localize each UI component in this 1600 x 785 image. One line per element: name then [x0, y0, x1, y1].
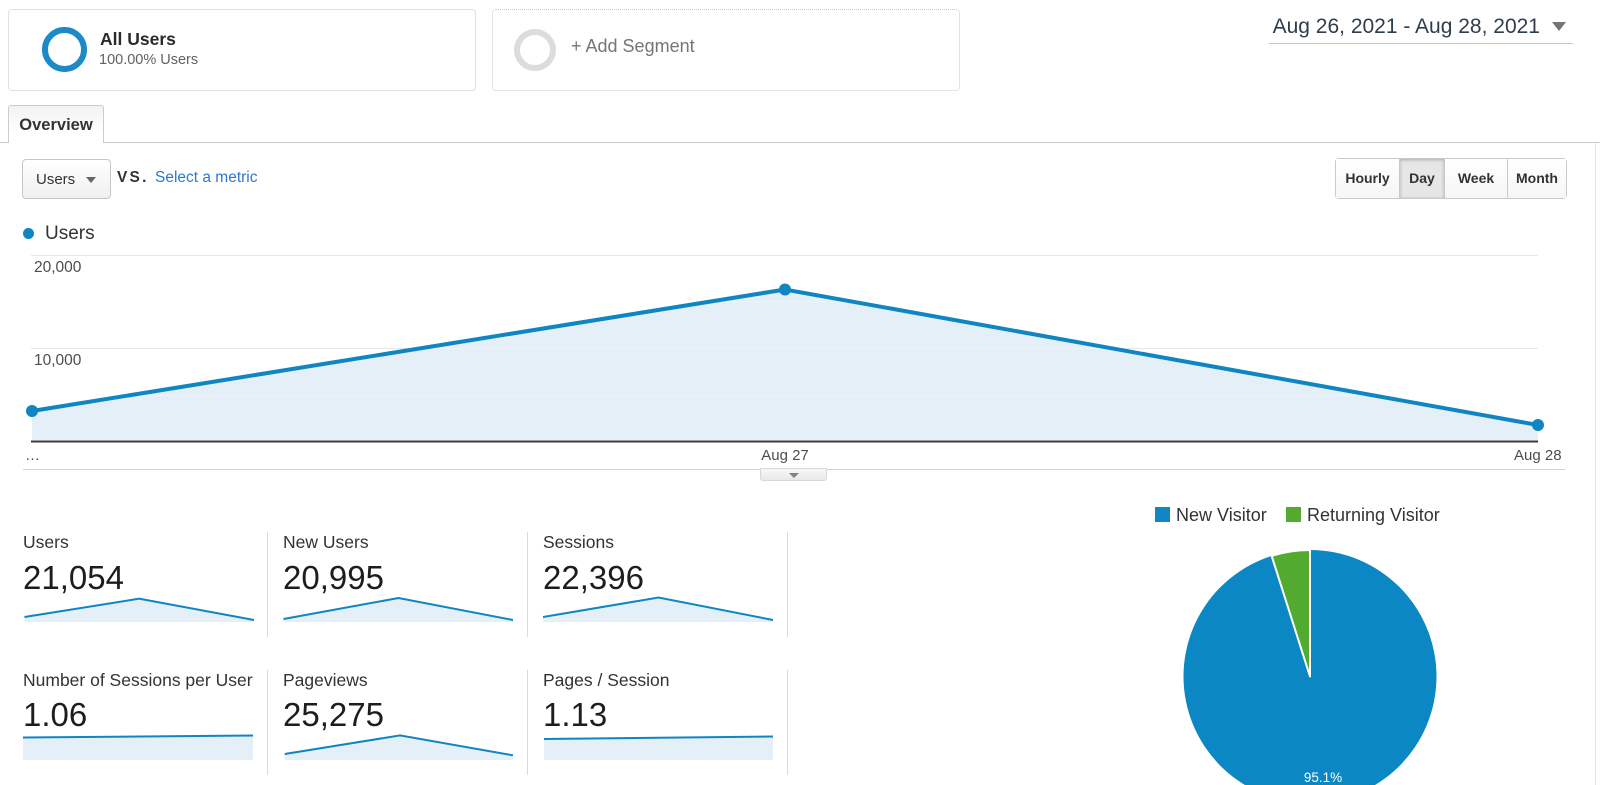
- svg-text:95.1%: 95.1%: [1304, 770, 1342, 785]
